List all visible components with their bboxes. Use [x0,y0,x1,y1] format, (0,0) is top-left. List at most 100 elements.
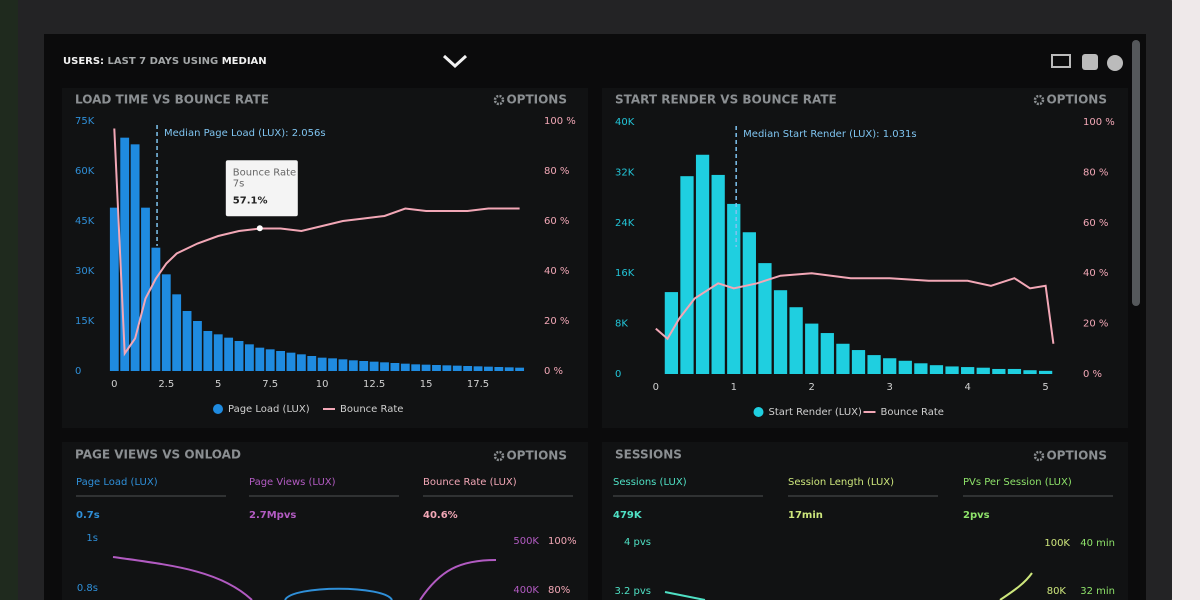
bar [680,176,694,374]
bar [130,144,140,371]
metric-value: 0.7s [76,510,100,521]
y2-tick-label: 0 % [1083,369,1102,380]
y2-tick-label: 60 % [1083,218,1108,229]
panel-title: LOAD TIME VS BOUNCE RATE [75,93,269,107]
axis-label: 32 min [1080,586,1115,597]
gear-icon [1033,94,1045,106]
axis-label: 80% [548,585,570,596]
bar [141,207,150,371]
bar [380,362,389,371]
y2-tick-label: 80 % [1083,167,1108,178]
y2-tick-label: 20 % [544,316,569,327]
y-tick-label: 15K [75,316,95,327]
bar [265,349,275,371]
x-tick-label: 2 [809,382,815,393]
bar [390,363,400,371]
panel-title: START RENDER VS BOUNCE RATE [615,93,837,107]
y2-tick-label: 0 % [544,366,563,377]
panel-sessions [602,442,1128,600]
axis-label: 400K [513,585,539,596]
bar [463,366,473,371]
x-tick-label: 10 [316,379,329,390]
options-menu[interactable]: OPTIONS [1046,449,1107,463]
bar [867,355,881,374]
axis-label: 40 min [1080,538,1115,549]
bar [504,367,514,371]
bar [182,311,192,371]
bottom-panels: PAGE VIEWS VS ONLOAD OPTIONS Page Load (LU… [75,448,1115,600]
bar [473,366,483,371]
bar [432,365,441,371]
options-menu[interactable]: OPTIONS [506,449,567,463]
bar [224,337,234,371]
y2-tick-label: 60 % [544,216,569,227]
trend-line [284,587,393,600]
bar [695,154,710,374]
bar [161,274,171,371]
metric-value: 2pvs [963,510,990,521]
bar [151,247,161,371]
gear-icon [493,450,505,462]
x-tick-label: 2.5 [158,379,174,390]
options-menu[interactable]: OPTIONS [1046,93,1107,107]
scrollbar [1132,40,1140,306]
bar [898,360,912,374]
legend-swatch [213,404,223,414]
y-tick-label: 40K [615,117,635,128]
metric-value: 40.6% [423,510,458,521]
bar [711,174,725,374]
x-tick-label: 5 [1042,382,1048,393]
legend-label: Bounce Rate [881,407,944,418]
line [113,128,520,357]
bar [442,365,452,371]
y-tick-label: 16K [615,268,635,279]
gear-icon [1033,450,1045,462]
panel-load-time [62,88,588,428]
line [655,272,1055,344]
metric-label: PVs Per Session (LUX) [963,477,1072,488]
bar [213,334,223,371]
bar [317,357,327,371]
bar [120,137,130,371]
trend-line [112,556,253,600]
bar [805,323,819,374]
bar [914,363,928,374]
median-label: Median Page Load (LUX): 2.056s [164,128,326,139]
header-part: USING [183,56,219,67]
metric-value: 2.7Mpvs [249,510,296,521]
x-tick-label: 4 [964,382,970,393]
metric-label: Bounce Rate (LUX) [423,477,517,488]
y-tick-label: 75K [75,116,95,127]
x-tick-label: 0 [653,382,659,393]
y-tick-label: 32K [615,167,635,178]
metric-value: 479K [613,510,643,521]
bar [348,360,358,371]
tooltip-point [256,225,263,232]
share-icon[interactable] [1082,54,1098,70]
axis-label: 100K [1044,538,1070,549]
bar [758,263,772,374]
legend-label: Page Load (LUX) [228,404,310,415]
header-part: USERS: [63,56,104,67]
bar [773,290,788,374]
bar [234,341,244,371]
metric-label: Page Views (LUX) [249,477,336,488]
bar [494,367,504,371]
help-icon[interactable] [1107,55,1123,71]
dropdown-icon[interactable] [442,54,468,69]
metric-value: 17min [788,510,823,521]
bar [359,361,369,371]
bar [244,344,254,371]
x-tick-label: 3 [886,382,892,393]
desktop-icon[interactable] [1051,54,1071,68]
metric-label: Sessions (LUX) [613,477,687,488]
bar [836,343,850,374]
bar [820,333,834,374]
axis-label: 0.8s [77,583,98,594]
bar [307,356,317,371]
bar [945,366,959,374]
options-menu[interactable]: OPTIONS [506,93,567,107]
y-tick-label: 24K [615,218,635,229]
y-tick-label: 60K [75,166,95,177]
